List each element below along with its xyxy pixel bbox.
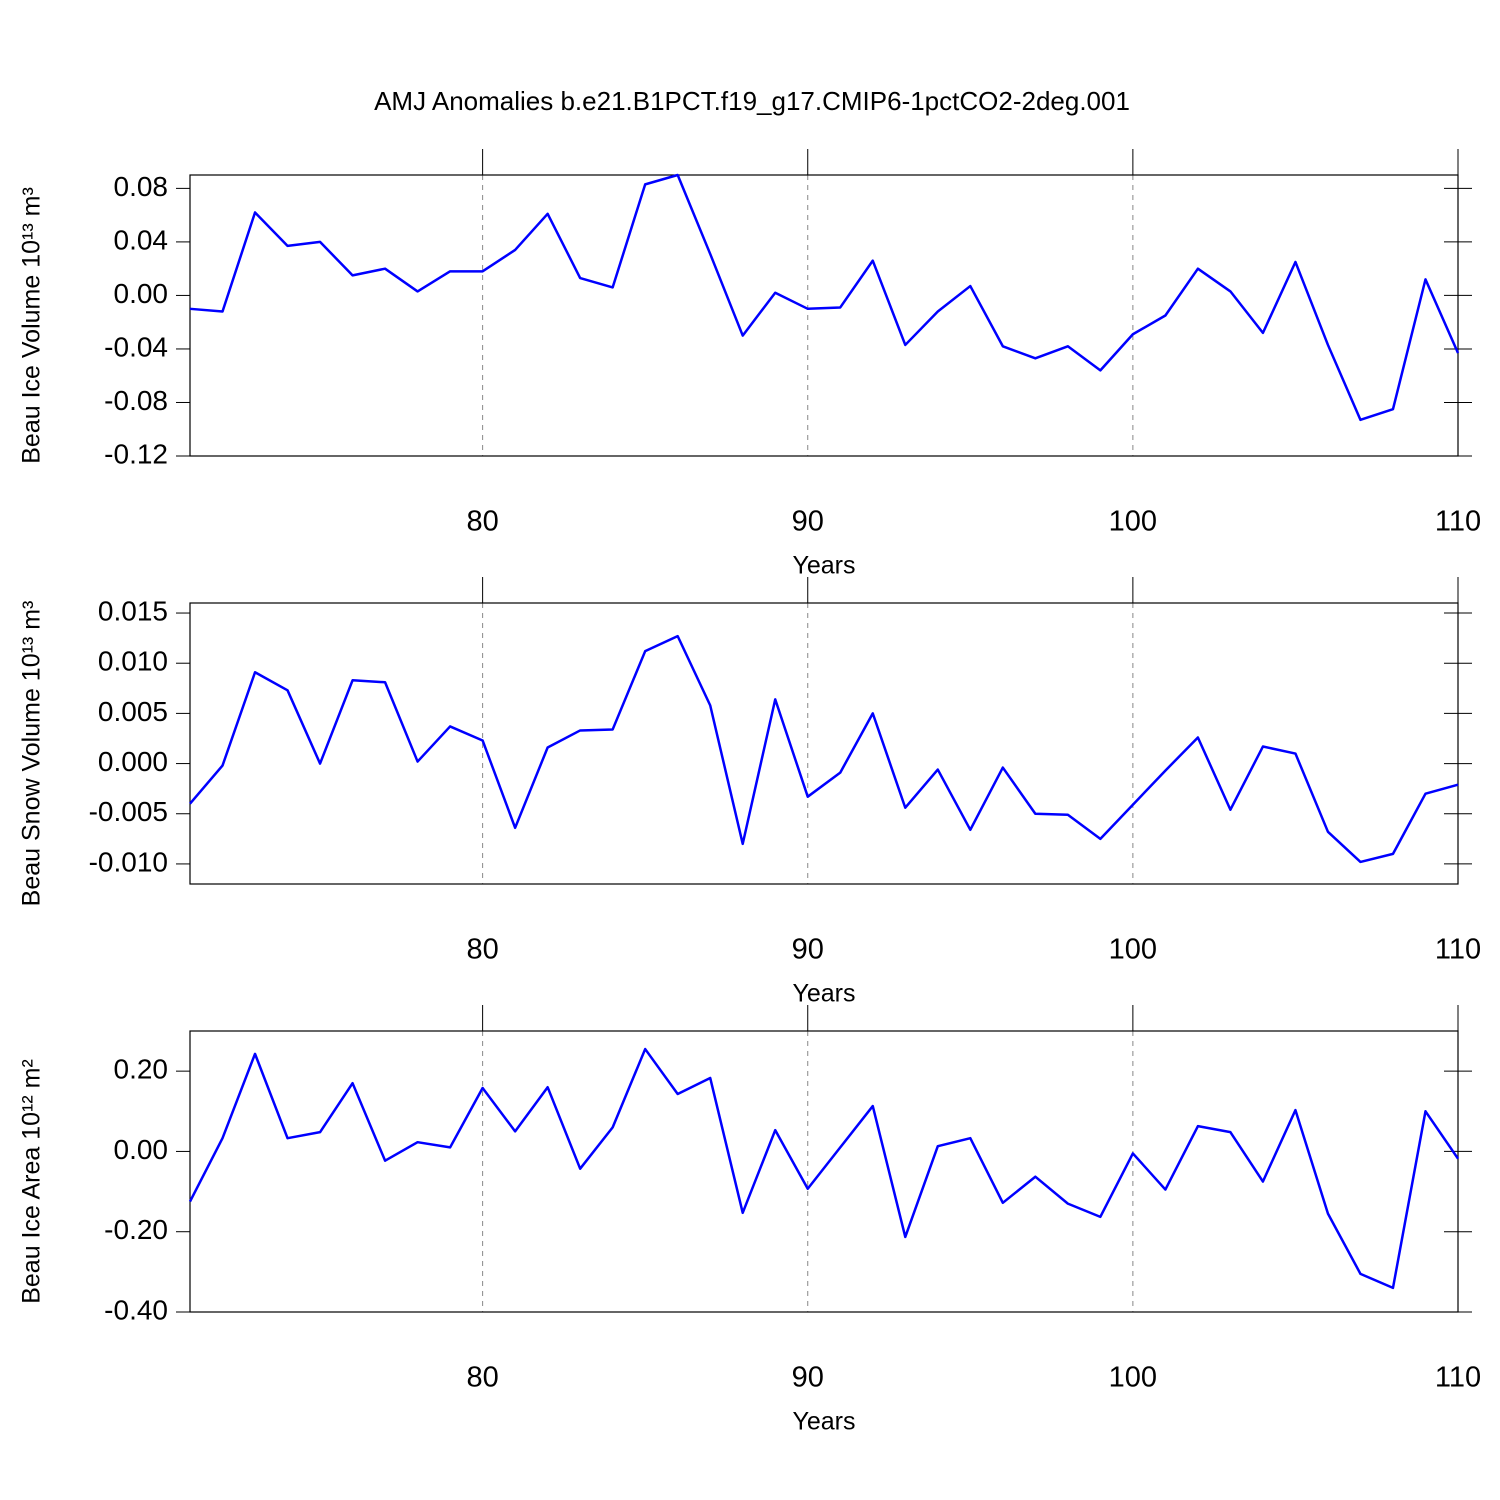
y-tick-label: -0.08 — [104, 385, 168, 416]
y-tick-label: -0.005 — [89, 796, 168, 827]
chart-title: AMJ Anomalies b.e21.B1PCT.f19_g17.CMIP6-… — [374, 86, 1130, 116]
x-tick-label: 100 — [1109, 1362, 1157, 1394]
y-tick-label: -0.20 — [104, 1214, 168, 1245]
x-tick-label: 110 — [1435, 1362, 1481, 1394]
y-tick-label: -0.04 — [104, 331, 168, 362]
x-tick-label: 80 — [466, 1362, 498, 1394]
x-axis-label: Years — [792, 1408, 855, 1436]
x-tick-label: 100 — [1109, 934, 1157, 966]
y-tick-label: 0.08 — [114, 171, 169, 202]
y-axis-label: Beau Ice Area 10¹² m² — [18, 1059, 46, 1304]
x-tick-label: 100 — [1109, 506, 1157, 538]
plot-frame — [189, 1030, 1459, 1313]
y-tick-label: -0.40 — [104, 1294, 168, 1325]
data-line — [188, 1047, 1460, 1290]
y-tick-label: 0.005 — [98, 696, 168, 727]
y-axis-label: Beau Snow Volume 10¹³ m³ — [18, 601, 46, 907]
x-tick-label: 90 — [792, 1362, 824, 1394]
x-tick-label: 110 — [1435, 506, 1481, 538]
y-tick-label: 0.04 — [114, 224, 169, 255]
x-tick-label: 110 — [1435, 934, 1481, 966]
y-tick-label: 0.010 — [98, 646, 168, 677]
x-axis-label: Years — [792, 980, 855, 1008]
y-tick-label: -0.12 — [104, 438, 168, 469]
y-tick-label: 0.00 — [114, 1134, 169, 1165]
x-tick-label: 80 — [466, 934, 498, 966]
y-tick-label: 0.20 — [114, 1054, 169, 1085]
y-axis-label: Beau Ice Volume 10¹³ m³ — [18, 187, 46, 464]
x-axis-label: Years — [792, 552, 855, 580]
x-tick-label: 90 — [792, 506, 824, 538]
y-tick-label: 0.00 — [114, 278, 169, 309]
x-tick-label: 80 — [466, 506, 498, 538]
data-line — [189, 173, 1460, 422]
x-tick-label: 90 — [792, 934, 824, 966]
y-tick-label: -0.010 — [89, 846, 168, 877]
plot-frame — [189, 602, 1459, 885]
plot-frame — [189, 174, 1459, 457]
y-tick-label: 0.015 — [98, 595, 168, 626]
y-tick-label: 0.000 — [98, 746, 168, 777]
data-line — [189, 634, 1459, 864]
